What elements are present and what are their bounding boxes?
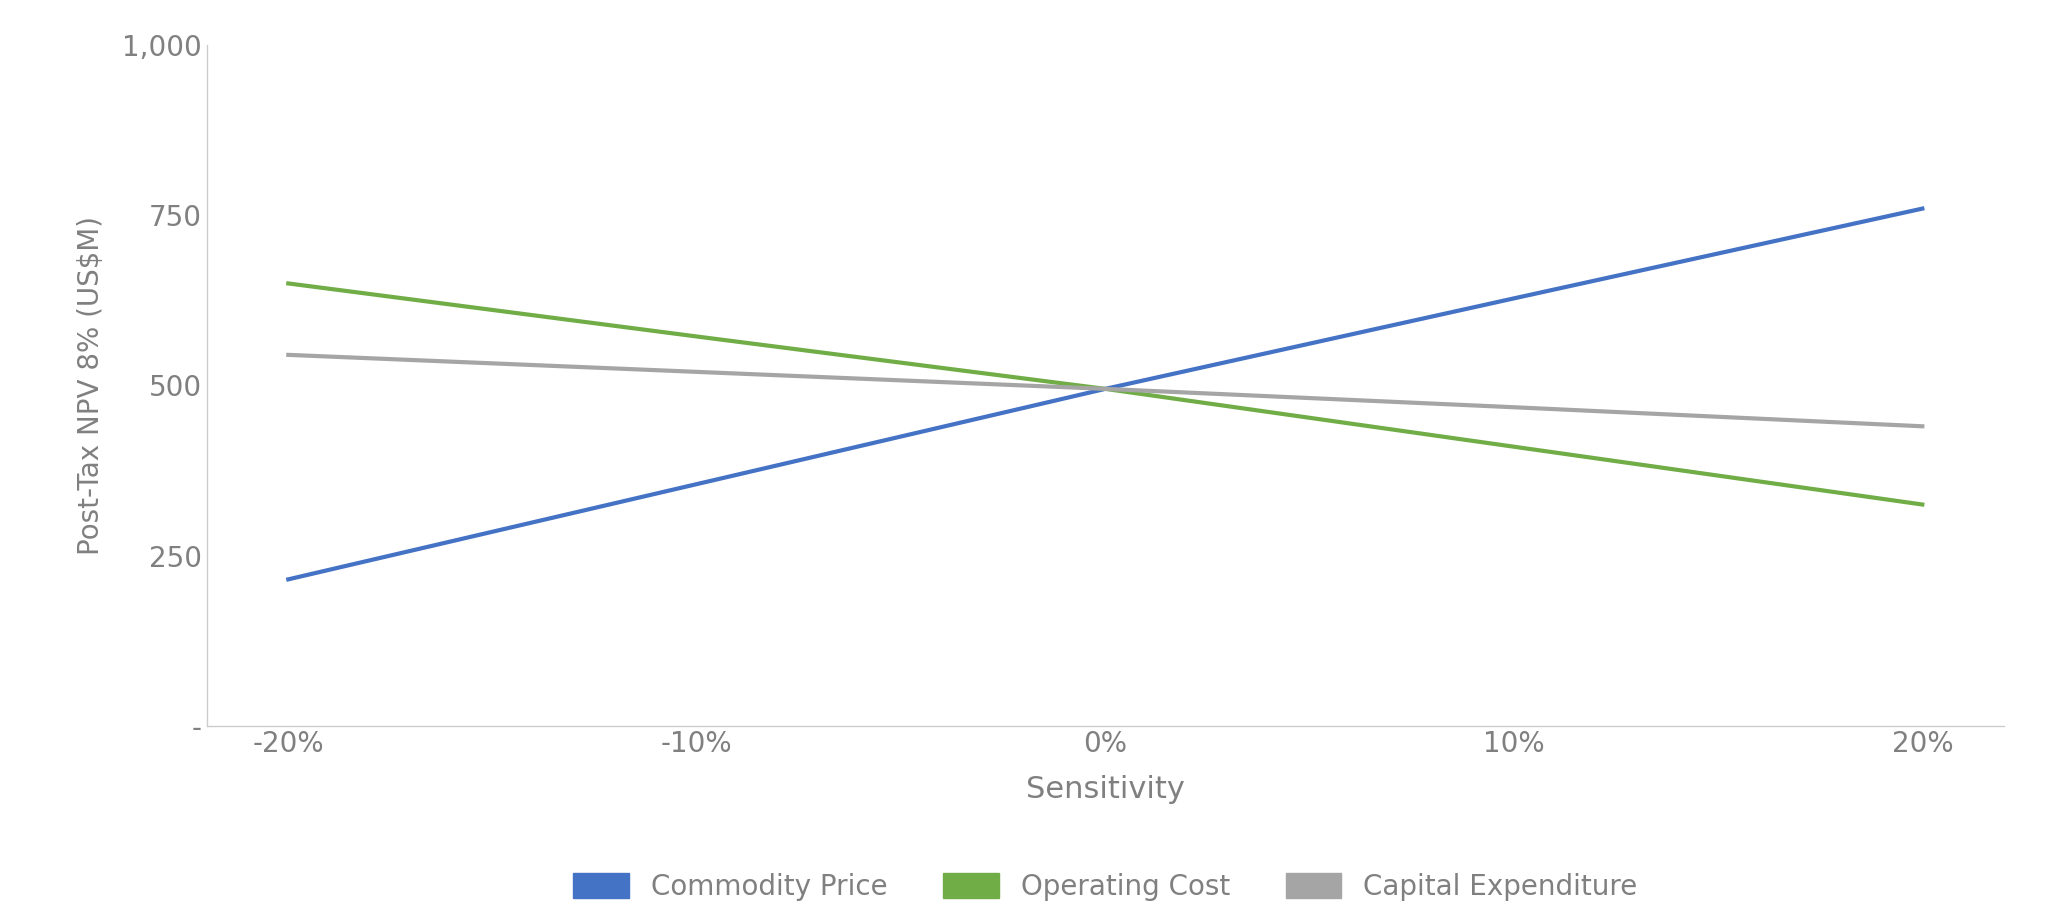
Commodity Price [1093,384,1118,395]
Capital Expenditure [277,349,302,360]
Legend: Commodity Price, Operating Cost, Capital Expenditure: Commodity Price, Operating Cost, Capital… [562,862,1649,907]
Capital Expenditure [684,366,709,377]
Line: Operating Cost: Operating Cost [289,283,1921,504]
Y-axis label: Post-Tax NPV 8% (US$M): Post-Tax NPV 8% (US$M) [76,216,105,555]
Line: Capital Expenditure: Capital Expenditure [289,355,1921,426]
Commodity Price [684,479,709,490]
Operating Cost [684,331,709,342]
Commodity Price [1909,203,1934,214]
Capital Expenditure [1502,402,1527,413]
Line: Commodity Price: Commodity Price [289,209,1921,580]
Operating Cost [1093,384,1118,395]
Capital Expenditure [1909,421,1934,432]
Commodity Price [1502,293,1527,304]
Operating Cost [1502,441,1527,452]
Capital Expenditure [1093,384,1118,395]
Operating Cost [277,278,302,288]
Commodity Price [277,574,302,585]
Operating Cost [1909,499,1934,510]
X-axis label: Sensitivity: Sensitivity [1027,775,1184,805]
